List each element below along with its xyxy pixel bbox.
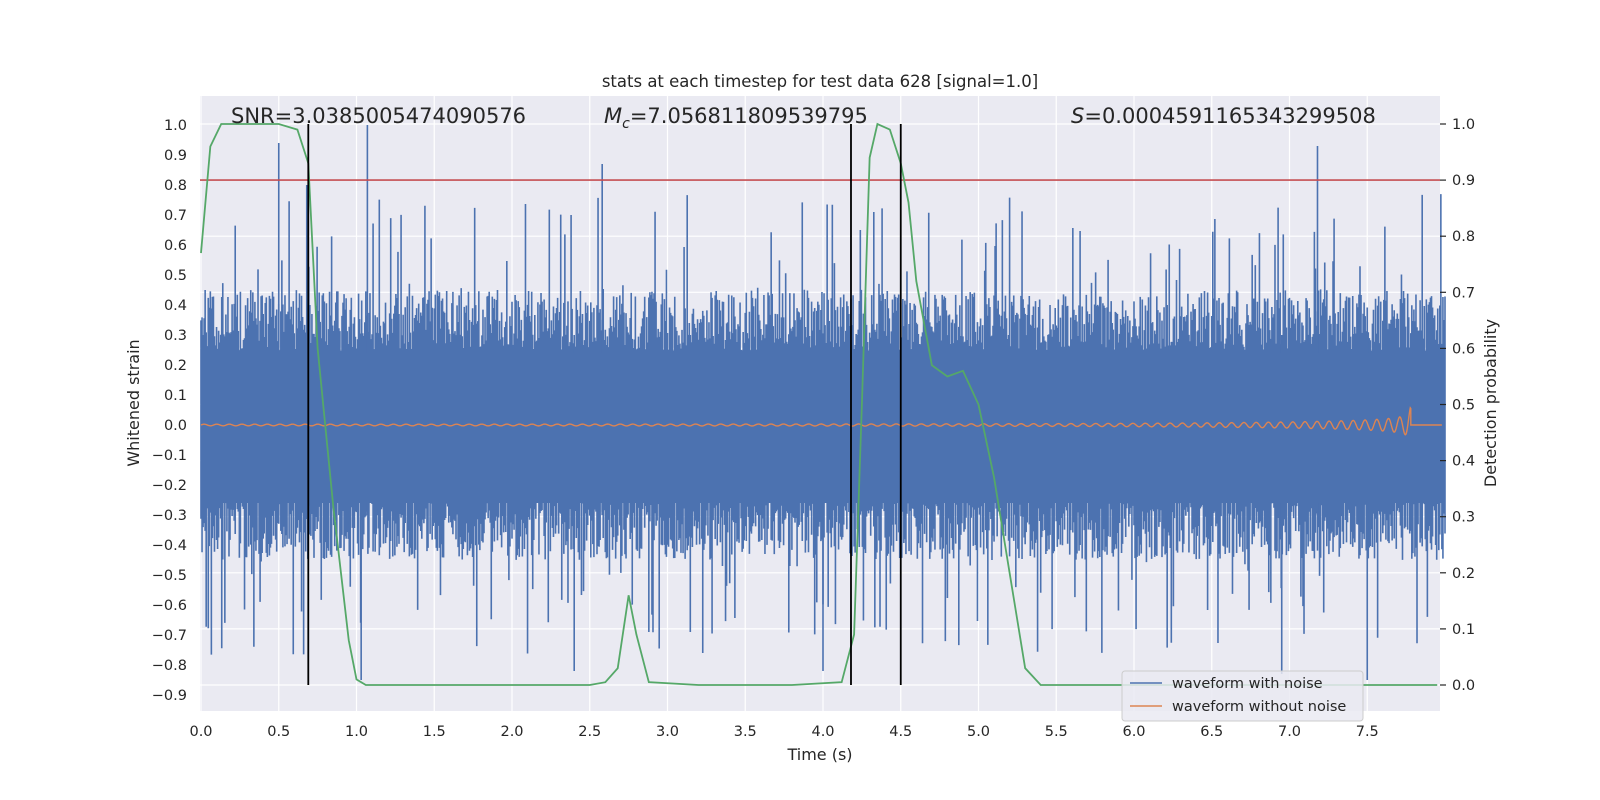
s-annotation: S=0.0004591165343299508 xyxy=(1071,104,1376,128)
y-left-tick-label: 0.9 xyxy=(164,148,187,164)
clean-waveform-line xyxy=(200,406,1442,436)
y-left-tick-label: −0.5 xyxy=(152,568,187,584)
mc-subscript: c xyxy=(622,116,630,132)
y-axis-label-left: Whitened strain xyxy=(124,339,143,466)
y-right-tick-label: 1.0 xyxy=(1452,117,1475,133)
x-tick-label: 1.5 xyxy=(423,724,446,740)
axis-ticks: 0.0 0.5 1.0 1.5 2.0 2.5 3.0 3.5 4.0 4.5 5.0 5.5 6.0 6… xyxy=(152,117,1475,740)
x-tick-label: 6.5 xyxy=(1200,724,1223,740)
y-right-tick-label: 0.5 xyxy=(1452,398,1475,414)
x-tick-label: 6.0 xyxy=(1122,724,1145,740)
x-tick-label: 4.0 xyxy=(811,724,834,740)
x-tick-label: 4.5 xyxy=(889,724,912,740)
y-left-tick-label: −0.4 xyxy=(152,538,187,554)
s-value: =0.0004591165343299508 xyxy=(1084,104,1376,128)
y-left-tick-label: 0.6 xyxy=(164,238,187,254)
y-right-tick-label: 0.9 xyxy=(1452,173,1475,189)
x-axis-label: Time (s) xyxy=(786,745,852,764)
legend-label-noise: waveform with noise xyxy=(1172,676,1323,692)
y-right-tick-label: 0.2 xyxy=(1452,566,1475,582)
y-left-tick-label: −0.6 xyxy=(152,598,187,614)
y-right-tick-label: 0.8 xyxy=(1452,229,1475,245)
y-left-tick-label: −0.9 xyxy=(152,688,187,704)
y-axis-label-right: Detection probability xyxy=(1481,319,1500,487)
snr-annotation: SNR=3.0385005474090576 xyxy=(231,104,526,128)
y-right-tick-label: 0.0 xyxy=(1452,678,1475,694)
x-tick-label: 5.5 xyxy=(1045,724,1068,740)
x-tick-label: 2.5 xyxy=(578,724,601,740)
y-left-tick-label: −0.3 xyxy=(152,508,187,524)
y-left-tick-label: −0.8 xyxy=(152,658,187,674)
legend-label-clean: waveform without noise xyxy=(1172,699,1346,715)
y-left-tick-label: 0.7 xyxy=(164,208,187,224)
y-right-tick-label: 0.4 xyxy=(1452,454,1475,470)
noise-core-band xyxy=(201,353,1442,503)
noise-series xyxy=(200,125,1446,680)
legend-box xyxy=(1121,670,1364,722)
y-left-tick-label: 0.5 xyxy=(164,268,187,284)
y-right-tick-label: 0.3 xyxy=(1452,510,1475,526)
y-left-tick-label: −0.7 xyxy=(152,628,187,644)
x-tick-label: 7.5 xyxy=(1356,724,1379,740)
y-left-tick-label: 0.8 xyxy=(164,178,187,194)
clean-series xyxy=(200,406,1442,436)
detection-probability-line xyxy=(200,122,1438,686)
chirp-mass-annotation: Mc=7.056811809539795 xyxy=(604,104,868,132)
y-left-tick-label: 0.4 xyxy=(164,298,187,314)
x-tick-label: 5.0 xyxy=(967,724,990,740)
legend: waveform with noise waveform without noi… xyxy=(1121,670,1364,722)
x-tick-label: 0.5 xyxy=(267,724,290,740)
x-tick-label: 3.5 xyxy=(734,724,757,740)
x-tick-label: 0.0 xyxy=(189,724,212,740)
vertical-lines xyxy=(307,124,902,685)
y-right-tick-label: 0.6 xyxy=(1452,341,1475,357)
x-tick-label: 1.0 xyxy=(345,724,368,740)
x-tick-label: 7.0 xyxy=(1278,724,1301,740)
mc-symbol: M xyxy=(604,104,622,128)
chart-title: stats at each timestep for test data 628… xyxy=(602,72,1038,91)
y-left-tick-label: 1.0 xyxy=(164,118,187,134)
s-symbol: S xyxy=(1071,104,1084,128)
probability-layer xyxy=(200,122,1438,686)
y-right-tick-label: 0.1 xyxy=(1452,622,1475,638)
y-left-tick-label: −0.1 xyxy=(152,448,187,464)
mc-value: =7.056811809539795 xyxy=(630,104,868,128)
x-tick-label: 2.0 xyxy=(500,724,523,740)
y-left-tick-label: 0.2 xyxy=(164,358,187,374)
y-left-tick-label: 0.3 xyxy=(164,328,187,344)
y-left-tick-label: 0.1 xyxy=(164,388,187,404)
y-left-tick-label: −0.2 xyxy=(152,478,187,494)
y-left-tick-label: 0.0 xyxy=(164,418,187,434)
x-tick-label: 3.0 xyxy=(656,724,679,740)
y-right-tick-label: 0.7 xyxy=(1452,285,1475,301)
